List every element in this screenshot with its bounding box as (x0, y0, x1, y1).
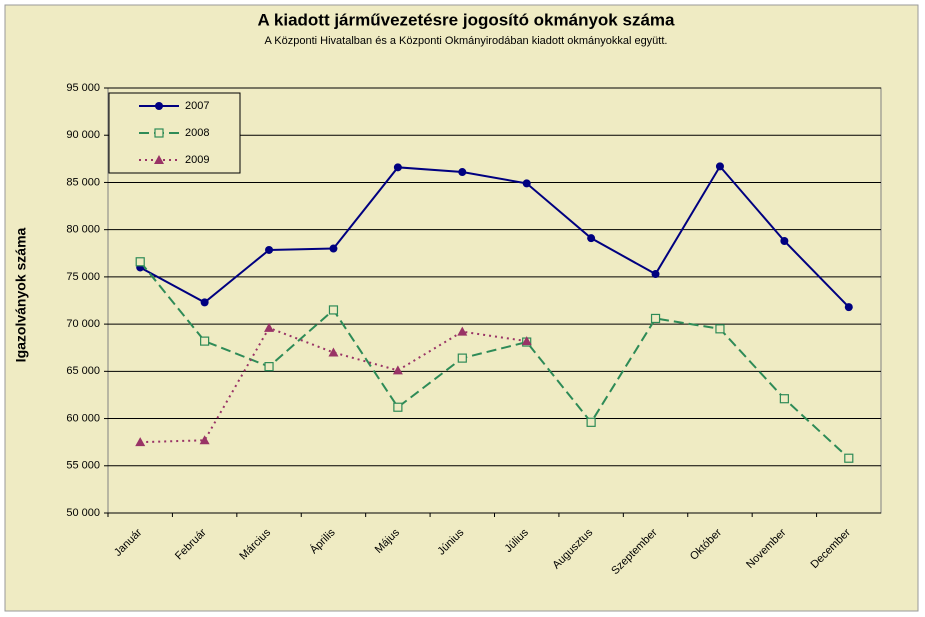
y-tick-label: 95 000 (66, 82, 100, 94)
point (458, 168, 467, 177)
y-tick-label: 50 000 (66, 507, 100, 519)
series-line (139, 164, 850, 308)
series-line (139, 261, 850, 459)
point (329, 244, 338, 253)
point (779, 394, 789, 404)
y-tick-label: 60 000 (66, 412, 100, 424)
legend-label: 2008 (185, 127, 209, 139)
point (392, 365, 403, 375)
point (200, 336, 210, 346)
point (844, 453, 854, 463)
point (522, 179, 531, 188)
point (264, 362, 274, 372)
y-tick-label: 55 000 (66, 460, 100, 472)
chart-subtitle: A Központi Hivatalban és a Központi Okmá… (265, 35, 668, 47)
point (780, 237, 789, 245)
y-tick-label: 75 000 (66, 271, 100, 283)
legend-label: 2009 (185, 154, 209, 166)
point (844, 303, 853, 312)
point (457, 353, 467, 363)
point (393, 163, 402, 172)
legend-marker (155, 102, 163, 110)
point (393, 402, 403, 412)
point (199, 435, 210, 445)
y-tick-label: 80 000 (66, 224, 100, 236)
point (651, 270, 660, 279)
point (587, 234, 596, 243)
point (715, 162, 724, 171)
y-tick-label: 70 000 (66, 318, 100, 330)
point (264, 322, 275, 332)
point (135, 437, 146, 447)
legend-marker (154, 128, 164, 138)
point (200, 298, 209, 307)
chart-title: A kiadott járművezetésre jogosító okmány… (258, 10, 675, 29)
point (135, 257, 145, 267)
point (521, 336, 532, 346)
legend-label: 2007 (185, 100, 209, 112)
point (328, 305, 339, 315)
point (265, 245, 274, 254)
point (457, 326, 468, 336)
point (586, 417, 596, 427)
y-tick-label: 65 000 (66, 365, 100, 377)
y-tick-label: 85 000 (66, 176, 100, 188)
y-tick-label: 90 000 (66, 129, 100, 141)
point (328, 347, 339, 357)
y-axis-label: Igazolványok száma (13, 227, 29, 362)
point (715, 324, 725, 334)
legend-marker (154, 155, 164, 164)
point (650, 313, 661, 324)
